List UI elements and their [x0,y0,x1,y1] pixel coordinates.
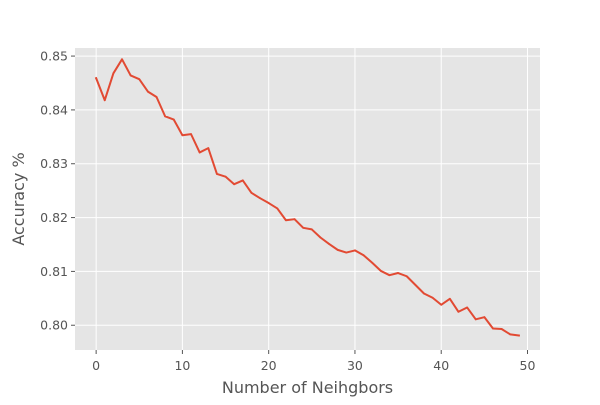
data-point [233,183,236,186]
data-point [423,292,425,295]
y-tick-label: 0.84 [40,102,68,117]
data-point [250,191,253,194]
data-point [302,226,305,229]
x-tick-label: 10 [174,358,190,373]
data-point [431,296,434,299]
data-point [414,283,417,286]
x-axis-ticks: 0 10 20 30 40 50 [92,350,535,373]
data-point [147,90,149,93]
data-point [362,254,365,257]
y-axis-ticks: 0.80 0.81 0.82 0.83 0.84 0.85 [40,49,75,333]
data-point [190,133,192,136]
data-point [345,251,348,254]
data-point [440,303,443,306]
data-point [181,134,184,137]
data-point [336,248,339,251]
data-point [354,249,356,252]
data-point [172,118,175,121]
data-point [448,297,451,300]
data-point [259,197,261,200]
data-point [164,115,167,118]
data-point [328,243,330,245]
data-point [388,274,391,277]
data-point [474,318,477,321]
series-line [94,58,520,337]
data-point [207,147,210,150]
data-point [224,175,227,178]
data-point [155,96,158,98]
y-tick-label: 0.85 [40,49,68,64]
x-tick-label: 0 [92,358,100,373]
data-point [509,333,512,336]
data-point [397,272,399,274]
data-point [379,269,382,272]
data-point [319,236,322,239]
plot-background [75,48,540,350]
data-point [457,310,460,313]
data-point [267,202,270,204]
x-tick-label: 30 [347,358,363,373]
data-point [500,328,503,330]
data-point [466,306,468,309]
y-tick-label: 0.83 [40,156,68,171]
grid-lines [75,48,540,350]
data-point [95,77,98,80]
data-point [405,275,408,278]
data-point [310,228,313,231]
data-point [129,74,132,77]
data-point [241,179,244,182]
data-point [276,207,279,210]
x-axis-label: Number of Neihgbors [222,378,393,397]
data-point [103,99,106,102]
data-point [285,219,287,222]
data-point [517,334,520,337]
data-point [293,218,296,221]
x-tick-label: 50 [520,358,536,373]
data-point [216,173,218,175]
data-point [121,58,123,61]
y-tick-label: 0.82 [40,210,68,225]
data-point [138,78,141,81]
x-tick-label: 20 [261,358,277,373]
data-point [483,316,486,319]
y-axis-label: Accuracy % [9,152,28,245]
x-tick-label: 40 [433,358,449,373]
data-point [492,327,494,330]
data-point [198,151,201,154]
y-tick-label: 0.80 [40,318,68,333]
y-tick-label: 0.81 [40,264,68,279]
data-point [371,261,374,264]
data-point [112,72,115,75]
series-layer [94,58,520,337]
